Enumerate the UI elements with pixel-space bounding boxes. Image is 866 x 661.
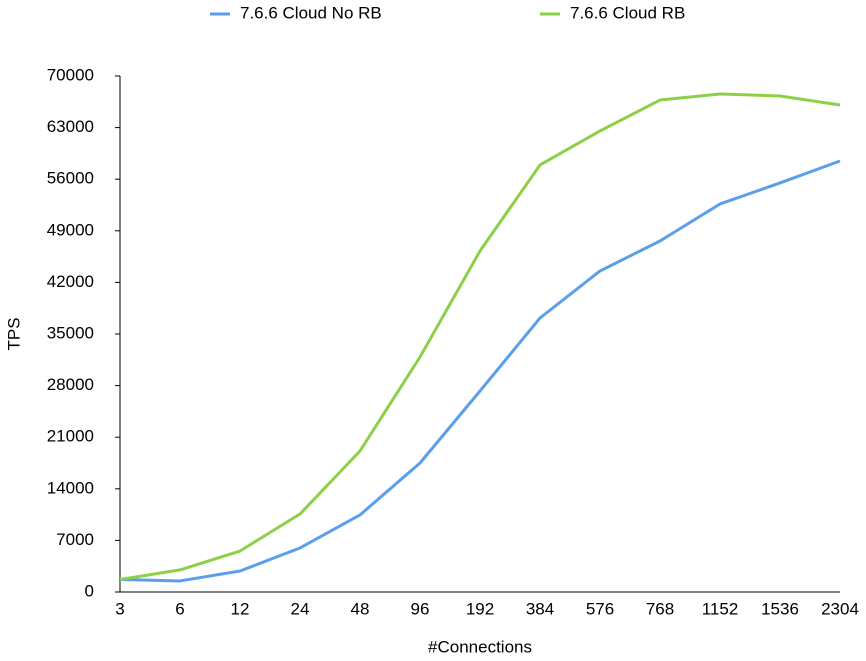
y-axis-title: TPS xyxy=(4,317,23,350)
x-tick-label: 12 xyxy=(231,599,250,618)
x-tick-label: 24 xyxy=(291,599,310,618)
legend-label: 7.6.6 Cloud No RB xyxy=(240,3,382,22)
y-tick-label: 56000 xyxy=(47,169,94,188)
x-tick-label: 6 xyxy=(175,599,184,618)
y-tick-label: 63000 xyxy=(47,117,94,136)
y-tick-label: 70000 xyxy=(47,65,94,84)
series-line xyxy=(119,159,841,583)
y-tick-label: 7000 xyxy=(56,530,94,549)
x-tick-label: 1152 xyxy=(702,599,739,618)
y-tick-label: 21000 xyxy=(47,427,94,446)
x-tick-label: 768 xyxy=(646,599,674,618)
x-tick-label: 576 xyxy=(586,599,614,618)
x-tick-label: 48 xyxy=(351,599,370,618)
x-tick-label: 1536 xyxy=(761,599,799,618)
y-tick-label: 49000 xyxy=(47,220,94,239)
y-tick-label: 42000 xyxy=(47,272,94,291)
x-tick-label: 384 xyxy=(526,599,554,618)
x-tick-label: 192 xyxy=(466,599,494,618)
y-tick-label: 28000 xyxy=(47,375,94,394)
x-axis-title: #Connections xyxy=(428,637,532,656)
y-tick-label: 0 xyxy=(85,581,94,600)
x-tick-label: 96 xyxy=(411,599,430,618)
series-line xyxy=(119,92,841,581)
y-tick-label: 35000 xyxy=(47,323,94,342)
x-tick-label: 2304 xyxy=(821,599,859,618)
x-tick-label: 3 xyxy=(115,599,124,618)
legend-label: 7.6.6 Cloud RB xyxy=(570,3,685,22)
y-tick-label: 14000 xyxy=(47,478,94,497)
